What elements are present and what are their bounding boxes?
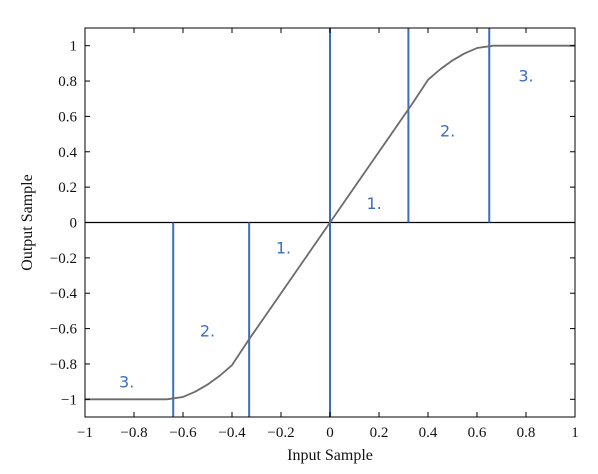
y-tick-label: 0.4 — [58, 145, 77, 161]
y-tick-label: −0.4 — [50, 286, 78, 302]
x-tick-label: 0.4 — [419, 425, 438, 441]
reference-lines — [85, 28, 575, 417]
x-tick-label: −0.4 — [218, 425, 246, 441]
region-label: 1. — [276, 238, 291, 257]
y-axis-title: Output Sample — [19, 174, 36, 270]
x-tick-label: 0.2 — [370, 425, 389, 441]
x-tick-label: −0.6 — [169, 425, 197, 441]
y-tick-label: 0.8 — [58, 74, 77, 90]
region-label: 3. — [518, 67, 533, 86]
y-axis-ticks: 1 0.8 0.6 0.4 0.2 0 −0.2 −0.4 −0.6 −0.8 −1 — [50, 39, 575, 408]
y-tick-label: −0.2 — [50, 251, 77, 267]
x-tick-label: 0.6 — [468, 425, 487, 441]
series-line-0 — [85, 44, 575, 401]
series-layer — [85, 44, 575, 401]
x-axis-title: Input Sample — [287, 447, 373, 464]
y-tick-label: −1 — [61, 392, 77, 408]
x-tick-label: −0.2 — [267, 425, 294, 441]
x-tick-label: 0.8 — [517, 425, 536, 441]
region-label: 1. — [366, 194, 381, 213]
y-tick-label: 0.6 — [58, 109, 77, 125]
x-tick-label: −0.8 — [120, 425, 147, 441]
y-tick-label: 1 — [70, 39, 78, 55]
x-tick-label: 1 — [571, 425, 579, 441]
region-label: 3. — [119, 373, 134, 392]
y-tick-label: −0.6 — [50, 322, 78, 338]
y-tick-label: 0.2 — [58, 180, 77, 196]
region-labels: 3. 2. 1. 1. 2. 3. — [119, 67, 534, 392]
y-tick-label: −0.8 — [50, 357, 77, 373]
x-tick-label: −1 — [77, 425, 93, 441]
x-axis-ticks: −1 −0.8 −0.6 −0.4 −0.2 0 0.2 0.4 0.6 0.8 1 — [77, 28, 579, 441]
x-tick-label: 0 — [326, 425, 334, 441]
region-label: 2. — [440, 122, 455, 141]
y-tick-label: 0 — [70, 216, 78, 232]
region-label: 2. — [200, 321, 215, 340]
